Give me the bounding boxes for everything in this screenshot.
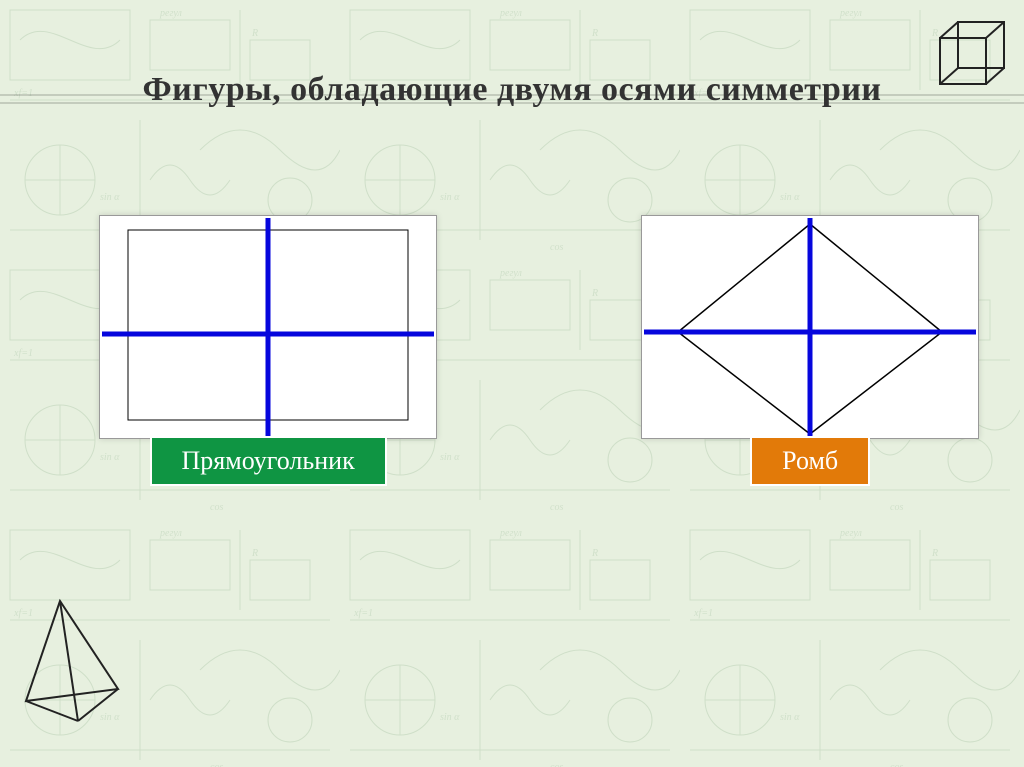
rhombus-diagram — [641, 215, 979, 439]
page-title: Фигуры, обладающие двумя осями симметрии — [51, 71, 973, 109]
figures-row: Прямоугольник Ромб — [0, 215, 1024, 486]
label-rectangle: Прямоугольник — [150, 436, 387, 486]
rectangle-diagram — [99, 215, 437, 439]
tetrahedron-icon — [20, 597, 130, 727]
slide: xf=1 регул R sin α cos — [0, 0, 1024, 767]
label-rhombus: Ромб — [750, 436, 870, 486]
figure-rectangle: Прямоугольник — [0, 215, 536, 486]
figure-rhombus: Ромб — [596, 215, 1024, 486]
